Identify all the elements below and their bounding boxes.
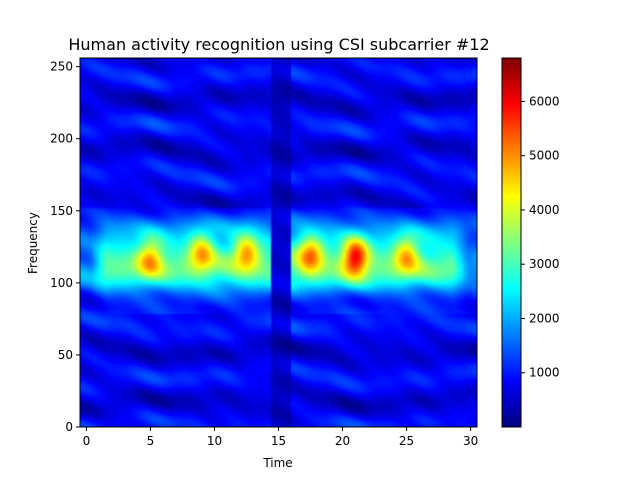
y-tick-label: 0 [65,420,73,434]
x-tick-label: 15 [271,434,286,448]
y-axis: 0 50 100 150 200 250 [50,60,80,434]
x-tick-label: 0 [83,434,91,448]
colorbar-frame [501,57,522,428]
x-tick-label: 5 [147,434,155,448]
colorbar-tick-label: 6000 [529,94,560,108]
x-tick-label: 30 [463,434,478,448]
y-axis-label: Frequency [26,212,40,274]
colorbar: 1000 2000 3000 4000 5000 6000 [501,57,560,428]
x-tick-label: 25 [399,434,414,448]
y-tick-label: 100 [50,276,73,290]
x-axis: 0 5 10 15 20 25 30 [83,427,478,448]
colorbar-tick-label: 5000 [529,149,560,163]
colorbar-tick-label: 4000 [529,203,560,217]
y-tick-label: 150 [50,204,73,218]
colorbar-ticks: 1000 2000 3000 4000 5000 6000 [521,94,560,380]
y-tick-label: 50 [58,348,73,362]
x-axis-label: Time [262,456,292,470]
colorbar-tick-label: 3000 [529,257,560,271]
colorbar-tick-label: 1000 [529,366,560,380]
chart-title: Human activity recognition using CSI sub… [68,35,489,54]
y-tick-label: 250 [50,60,73,74]
heatmap-image [80,58,477,427]
colorbar-gradient [502,58,521,427]
colorbar-tick-label: 2000 [529,311,560,325]
x-tick-label: 10 [207,434,222,448]
heatmap-area [79,57,478,428]
x-tick-label: 20 [335,434,350,448]
y-tick-label: 200 [50,132,73,146]
